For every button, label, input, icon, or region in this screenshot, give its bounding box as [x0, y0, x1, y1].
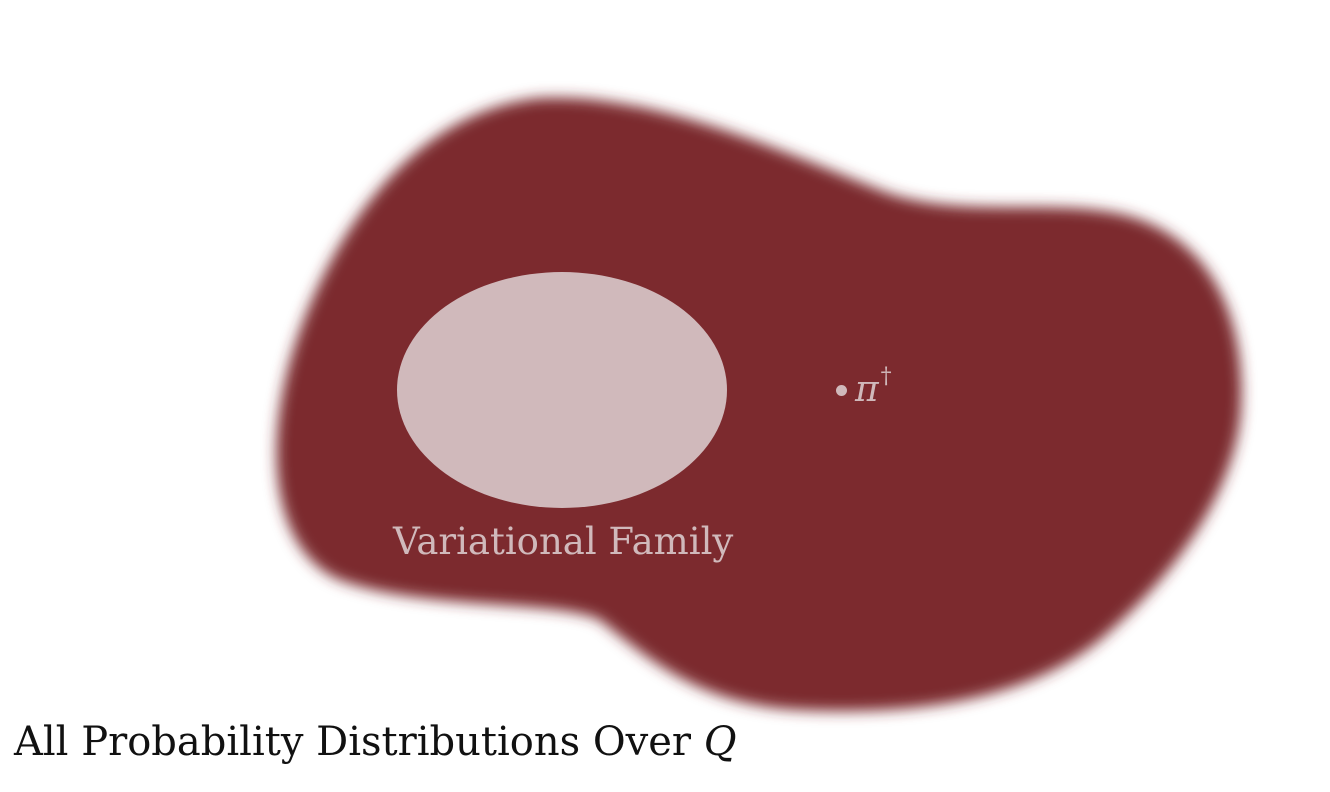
- caption-text: All Probability Distributions Over: [14, 719, 692, 765]
- target-distribution-point: π †: [836, 364, 892, 416]
- variational-family-label: Variational Family: [393, 520, 734, 563]
- target-symbol: π: [855, 369, 879, 410]
- variational-family-region: [397, 272, 727, 508]
- caption-math-symbol: Q: [703, 719, 737, 765]
- all-distributions-region: [276, 97, 1242, 712]
- target-superscript: †: [880, 363, 892, 389]
- diagram-caption: All Probability Distributions Over Q: [14, 716, 737, 768]
- target-dot-icon: [836, 384, 847, 396]
